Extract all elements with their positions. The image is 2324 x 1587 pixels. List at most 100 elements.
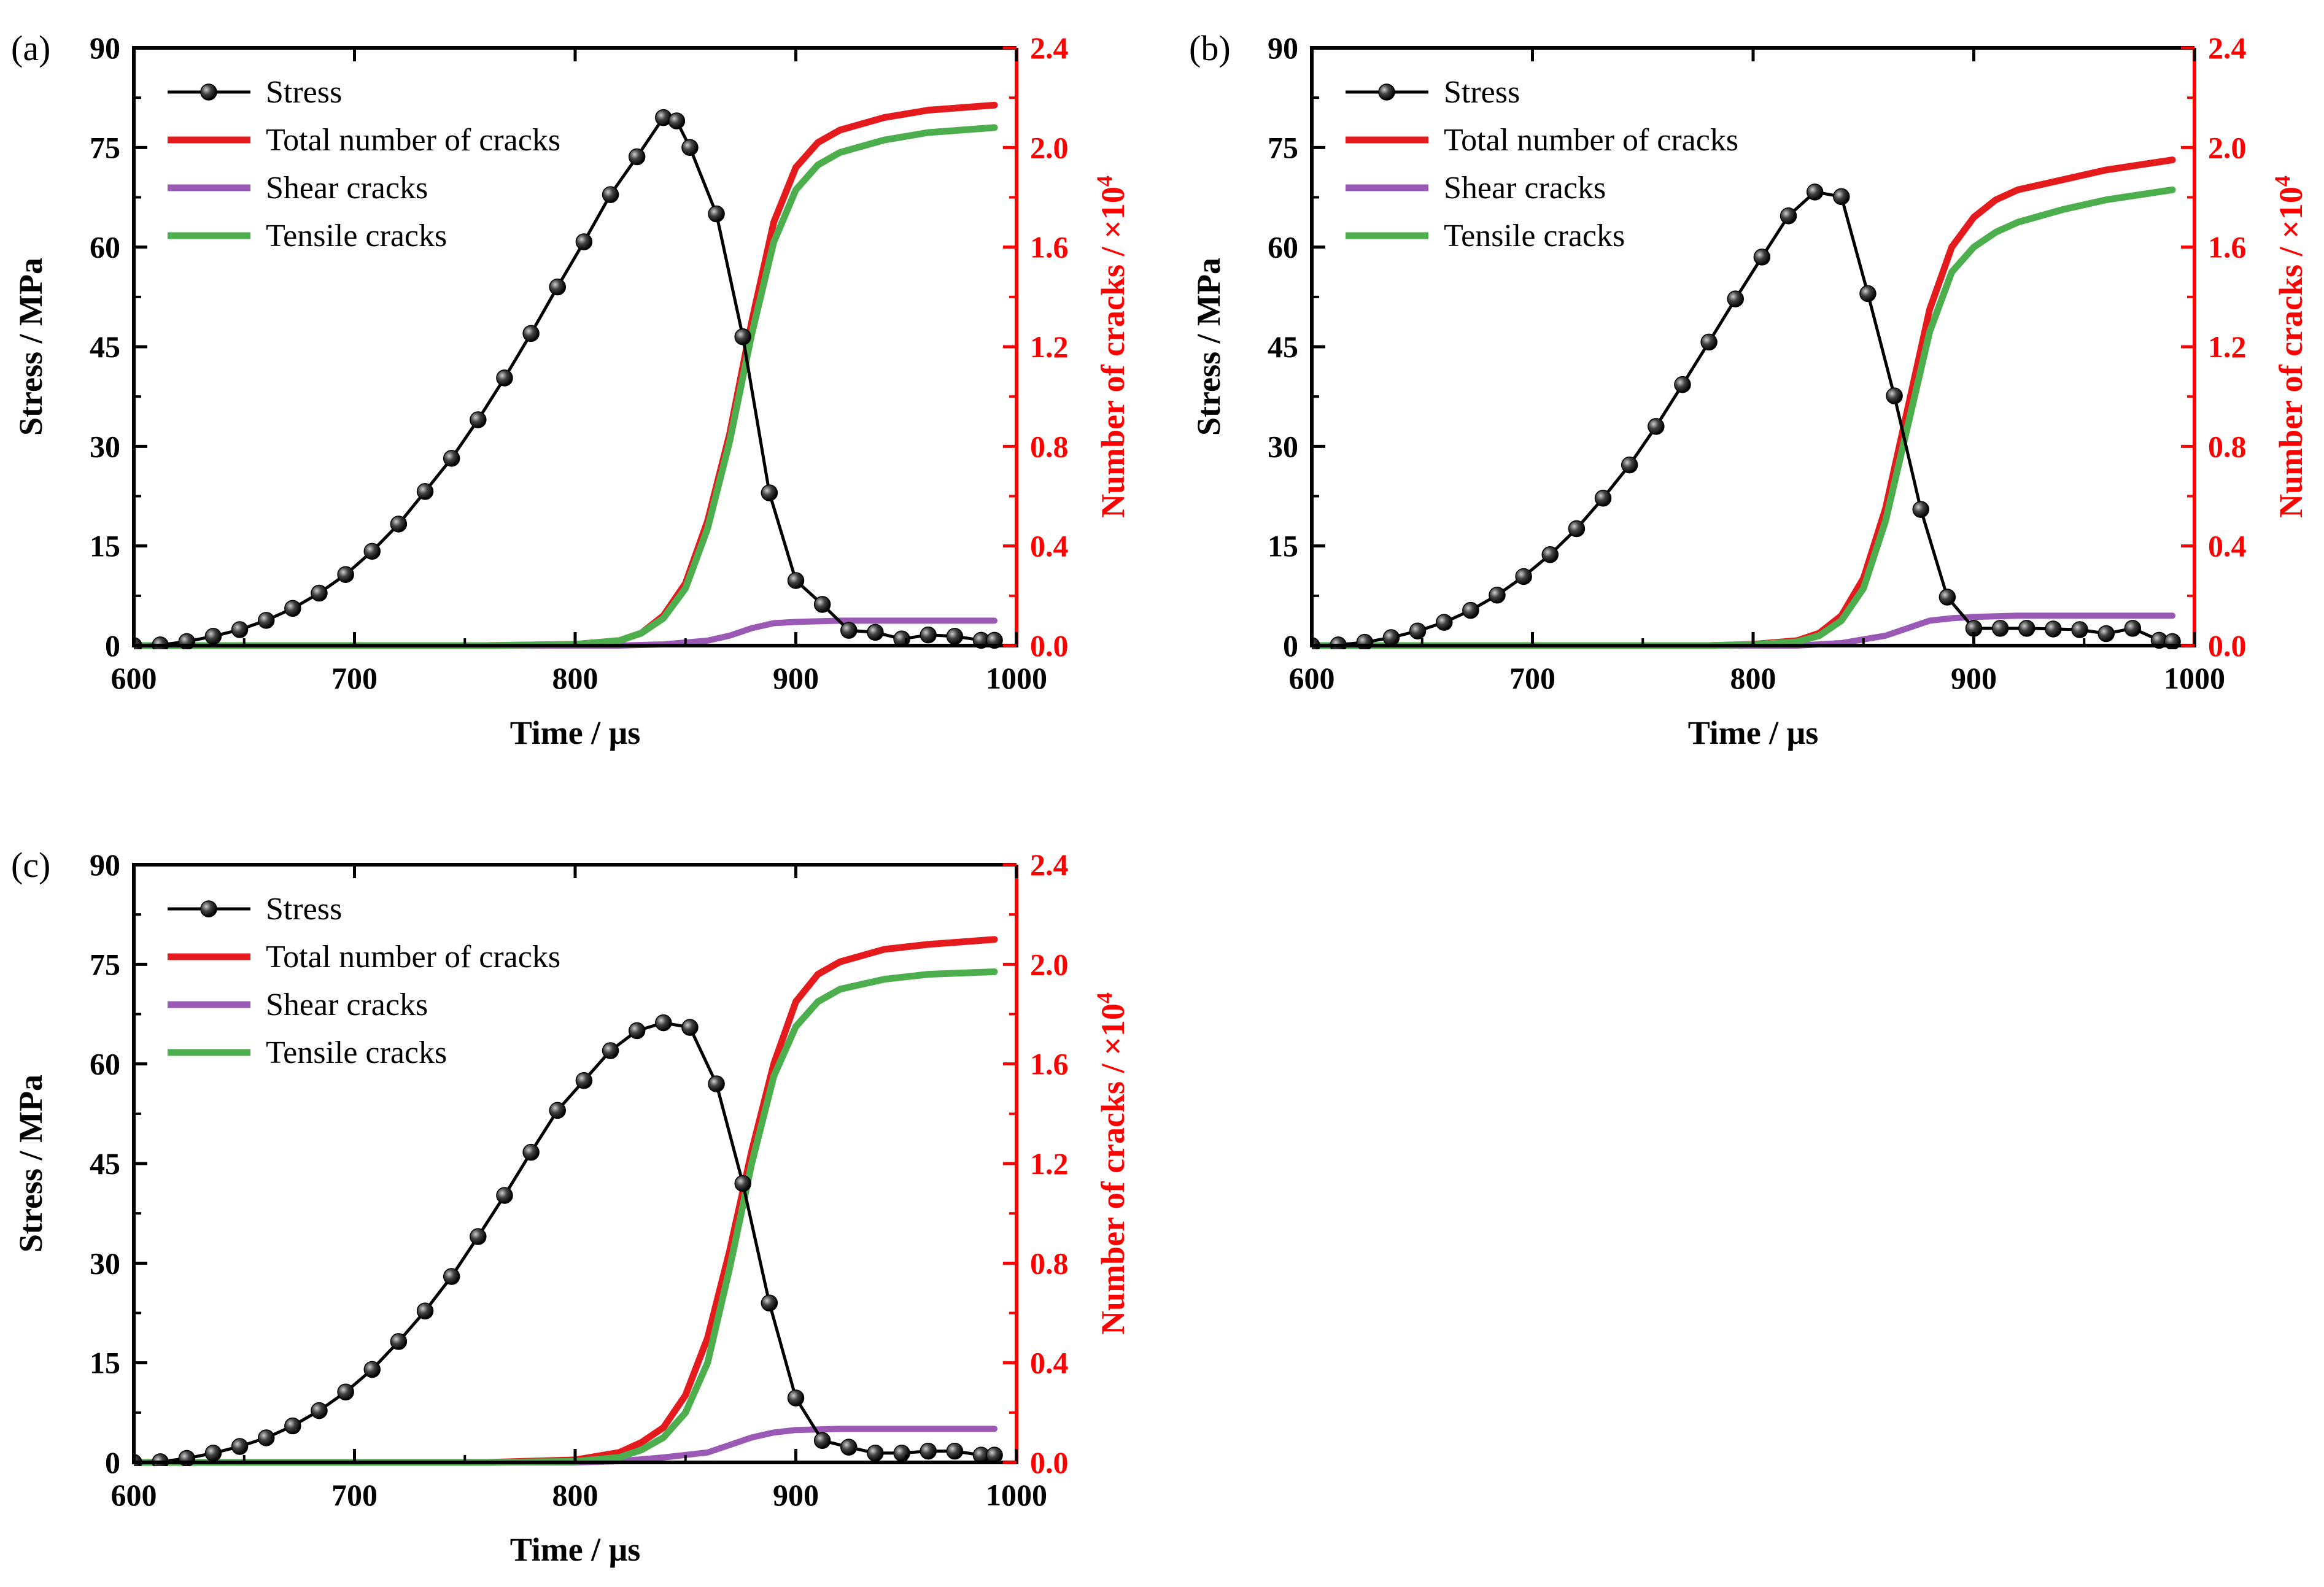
stress-marker bbox=[496, 1187, 513, 1204]
stress-marker bbox=[575, 1072, 593, 1089]
panel-label: (c) bbox=[11, 845, 50, 885]
y2-tick-label: 2.4 bbox=[1030, 31, 1069, 65]
stress-marker bbox=[840, 1438, 858, 1456]
legend-item-stress: Stress bbox=[1346, 75, 1520, 110]
stress-marker bbox=[867, 624, 884, 641]
stress-marker bbox=[470, 411, 487, 428]
series-total-cracks bbox=[134, 101, 998, 649]
y-tick-label: 75 bbox=[90, 947, 120, 981]
legend-marker bbox=[200, 83, 217, 101]
legend-label: Stress bbox=[266, 75, 342, 110]
y-tick-label: 45 bbox=[90, 1146, 120, 1181]
stress-marker bbox=[1674, 376, 1691, 393]
y-tick-label: 45 bbox=[90, 330, 120, 364]
series-total-cracks bbox=[1312, 156, 2176, 649]
x-tick-label: 900 bbox=[773, 1478, 819, 1512]
stress-marker bbox=[602, 186, 619, 203]
y-tick-label: 60 bbox=[90, 230, 120, 264]
y-tick-label: 30 bbox=[90, 429, 120, 463]
x-axis-title: Time / μs bbox=[510, 714, 641, 751]
stress-marker bbox=[628, 1022, 646, 1040]
y-tick-label: 15 bbox=[90, 529, 120, 563]
stress-marker bbox=[416, 483, 434, 500]
y2-tick-label: 2.0 bbox=[2208, 130, 2247, 164]
y2-tick-label: 2.4 bbox=[1030, 848, 1069, 882]
stress-marker bbox=[284, 1417, 301, 1435]
stress-marker bbox=[1515, 568, 1532, 585]
stress-marker bbox=[363, 543, 381, 560]
legend-label: Total number of cracks bbox=[266, 940, 560, 975]
stress-marker bbox=[2045, 620, 2062, 638]
y-tick-label: 30 bbox=[1268, 429, 1298, 463]
x-tick-label: 1000 bbox=[2164, 661, 2225, 695]
stress-marker bbox=[337, 566, 354, 583]
stress-marker bbox=[1489, 587, 1506, 604]
legend: Stress Total number of cracks Shear cracks… bbox=[168, 75, 560, 253]
y2-tick-label: 2.0 bbox=[1030, 130, 1069, 164]
y-tick-label: 75 bbox=[1268, 130, 1298, 164]
stress-marker bbox=[1700, 333, 1718, 351]
stress-marker bbox=[1594, 489, 1612, 507]
y-tick-label: 15 bbox=[90, 1346, 120, 1380]
stress-marker bbox=[1727, 290, 1744, 307]
legend-item-total: Total number of cracks bbox=[168, 940, 560, 975]
y-tick-label: 75 bbox=[90, 130, 120, 164]
stress-marker bbox=[470, 1228, 487, 1245]
stress-marker bbox=[1409, 622, 1427, 639]
stress-marker bbox=[1356, 633, 1374, 649]
legend-item-stress: Stress bbox=[168, 892, 342, 927]
stress-marker bbox=[549, 1102, 566, 1119]
y2-tick-label: 0.8 bbox=[1030, 429, 1069, 463]
plot-area bbox=[134, 101, 1003, 649]
series-total-cracks bbox=[134, 936, 998, 1466]
x-tick-label: 700 bbox=[1509, 661, 1555, 695]
stress-marker bbox=[257, 1429, 275, 1446]
stress-marker bbox=[204, 628, 222, 645]
stress-marker bbox=[655, 1014, 672, 1032]
stress-marker bbox=[575, 233, 593, 250]
legend-label: Total number of cracks bbox=[1444, 123, 1738, 158]
y2-tick-label: 0.8 bbox=[2208, 429, 2247, 463]
legend-item-shear: Shear cracks bbox=[168, 171, 428, 206]
legend-label: Stress bbox=[1444, 75, 1520, 110]
legend-label: Shear cracks bbox=[266, 987, 428, 1022]
stress-marker bbox=[1648, 418, 1665, 435]
stress-marker bbox=[1991, 620, 2009, 637]
legend-label: Shear cracks bbox=[266, 171, 428, 206]
y2-tick-label: 1.2 bbox=[1030, 1146, 1069, 1181]
y-tick-label: 90 bbox=[1268, 31, 1298, 65]
x-axis-title: Time / μs bbox=[1688, 714, 1819, 751]
legend-item-shear: Shear cracks bbox=[1346, 171, 1606, 206]
stress-marker bbox=[1780, 207, 1797, 225]
stress-marker bbox=[390, 515, 408, 533]
legend-item-shear: Shear cracks bbox=[168, 987, 428, 1022]
series-stress bbox=[1312, 190, 2174, 647]
y-tick-label: 0 bbox=[105, 1445, 120, 1480]
y-tick-label: 45 bbox=[1268, 330, 1298, 364]
stress-marker bbox=[2018, 620, 2035, 637]
y2-tick-label: 0.0 bbox=[1030, 1445, 1069, 1480]
stress-marker bbox=[311, 584, 328, 602]
y2-tick-label: 1.2 bbox=[2208, 330, 2247, 364]
legend-label: Tensile cracks bbox=[266, 1035, 447, 1070]
y2-tick-label: 2.0 bbox=[1030, 947, 1069, 981]
x-tick-label: 600 bbox=[1289, 661, 1335, 695]
legend-item-tensile: Tensile cracks bbox=[1346, 218, 1625, 253]
y-axis-title: Stress / MPa bbox=[12, 258, 49, 436]
stress-marker bbox=[681, 139, 699, 156]
stress-marker bbox=[761, 484, 778, 501]
y-axis-title: Stress / MPa bbox=[12, 1075, 49, 1253]
legend-label: Stress bbox=[266, 892, 342, 927]
stress-marker bbox=[1833, 188, 1850, 206]
panel-label: (a) bbox=[11, 28, 50, 68]
legend-label: Tensile cracks bbox=[1444, 218, 1625, 253]
series-stress bbox=[134, 116, 996, 647]
plot-area bbox=[134, 936, 1003, 1466]
y2-tick-label: 1.6 bbox=[1030, 1047, 1069, 1081]
stress-marker bbox=[1939, 589, 1956, 606]
stress-marker bbox=[496, 369, 513, 387]
stress-marker bbox=[708, 1075, 725, 1092]
legend-marker bbox=[1378, 83, 1395, 101]
y2-axis-title: Number of cracks / ×104 bbox=[2270, 176, 2309, 518]
x-tick-label: 1000 bbox=[986, 1478, 1047, 1512]
